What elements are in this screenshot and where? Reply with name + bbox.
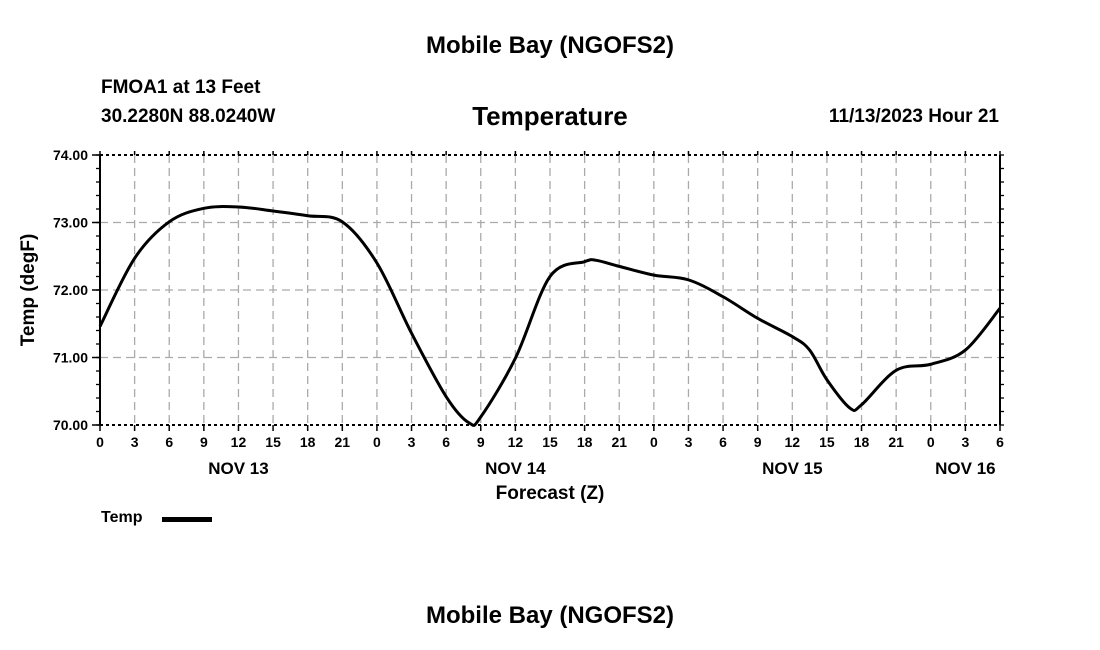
x-tick-label: 12 [231,434,247,450]
x-tick-label: 15 [819,434,835,450]
legend-label: Temp [101,509,143,526]
x-tick-label: 21 [611,434,627,450]
x-tick-label: 18 [854,434,870,450]
x-tick-label: 15 [542,434,558,450]
x-tick-label: 18 [300,434,316,450]
x-tick-label: 0 [96,434,104,450]
date-label: NOV 15 [762,459,822,478]
x-tick-label: 3 [685,434,693,450]
x-tick-label: 6 [442,434,450,450]
y-tick-label: 74.00 [53,147,88,163]
date-label: NOV 14 [485,459,546,478]
y-axis-label: Temp (degF) [18,234,39,347]
station-label: FMOA1 at 13 Feet [101,77,261,98]
x-tick-label: 12 [785,434,801,450]
x-tick-label: 21 [335,434,351,450]
date-label: NOV 16 [935,459,995,478]
x-tick-label: 0 [650,434,658,450]
x-tick-label: 6 [165,434,173,450]
chart-title: Mobile Bay (NGOFS2) [425,32,675,59]
y-tick-label: 70.00 [53,417,88,433]
location-label: 30.2280N 88.0240W [101,106,276,127]
x-tick-label: 12 [508,434,524,450]
x-tick-label: 15 [265,434,281,450]
x-tick-label: 9 [477,434,485,450]
x-tick-label: 6 [719,434,727,450]
y-tick-label: 73.00 [53,215,88,231]
x-tick-label: 3 [408,434,416,450]
x-tick-label: 3 [131,434,139,450]
x-tick-label: 0 [927,434,935,450]
y-tick-label: 71.00 [53,350,88,366]
x-tick-label: 18 [577,434,593,450]
timestamp-label: 11/13/2023 Hour 21 [828,106,999,127]
x-axis-label: Forecast (Z) [495,483,605,504]
chart-subtitle: Temperature [472,101,628,131]
y-tick-label: 72.00 [53,282,88,298]
legend-swatch [162,517,212,522]
x-tick-label: 0 [373,434,381,450]
date-label: NOV 13 [208,459,268,478]
x-tick-label: 21 [888,434,904,450]
x-tick-label: 9 [754,434,762,450]
x-tick-label: 9 [200,434,208,450]
x-tick-label: 3 [961,434,969,450]
x-tick-label: 6 [996,434,1004,450]
footer-title: Mobile Bay (NGOFS2) [425,602,675,629]
